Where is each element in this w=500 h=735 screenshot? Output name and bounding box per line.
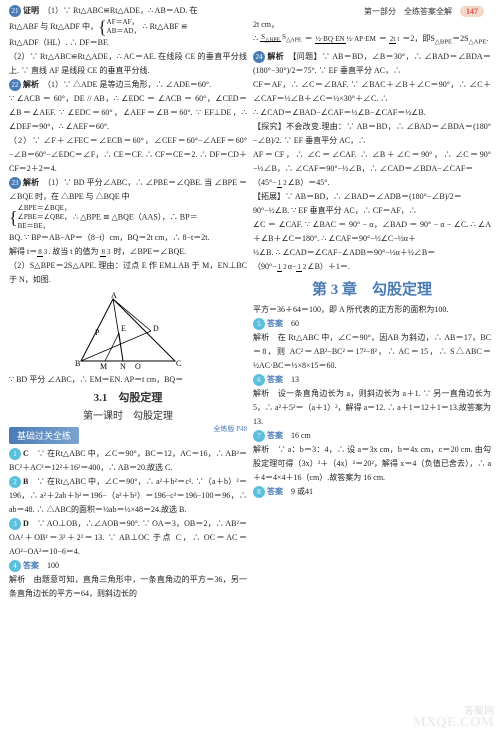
triangle-diagram: A B C D E M N P Q: [9, 291, 247, 369]
q21-t1: （1）∵ Rt△ABC≌Rt△ADE，∴ AB＝AD. 在: [47, 6, 197, 15]
watermark-main: MXQE.COM: [413, 715, 494, 731]
q7: 7答案 16 cm: [253, 429, 491, 443]
q23-t3: BQ. ∵ BP＝AB−AP＝（8−t）cm，BQ＝2t cm，∴ 8−t＝2t…: [9, 231, 247, 245]
q4-text: 解析 由题意可知，直角三角形中，一条直角边的平方＝36，另一条直角边长的平方＝6…: [9, 573, 247, 601]
svg-text:E: E: [121, 324, 126, 333]
q23-t5: （2）S△BPE＝2S△APE. 理由：过点 E 作 EM⊥AB 于 M，EN⊥…: [9, 259, 247, 287]
q8: 8答案 9 或41: [253, 485, 491, 499]
cont-t2: ∴ S△BPES△APE ＝ ½·BQ·EN½·AP·EM ＝ 2tt ＝2，即…: [253, 32, 491, 50]
q1: 1C ∵ 在Rt△ABC 中，∠C＝90°，BC＝12，AC＝16，∴ AB²＝…: [9, 447, 247, 475]
q24-t6: （45°−12∠B）＝45°.: [253, 176, 491, 190]
q6: 6答案 13: [253, 373, 491, 387]
q21-t2: Rt△ABF 与 Rt△ADF 中，{AF＝AF，AB＝AD， ∴ Rt△ABF…: [9, 18, 247, 36]
bar-label: 基础过关全练: [9, 427, 79, 444]
q23-t1: （1）∵ BD 平分∠ABC，∴ ∠PBE＝∠QBE. 当 ∠BPE ＝ ∠BQ…: [9, 178, 247, 201]
left-column: 21证明 （1）∵ Rt△ABC≌Rt△ADE，∴ AB＝AD. 在 Rt△AB…: [6, 4, 250, 731]
q23-t6: ∵ BD 平分 ∠ABC，∴ EM＝EN. AP＝t cm，BQ＝: [9, 373, 247, 387]
q23-block: 23解析 （1）∵ BD 平分∠ABC，∴ ∠PBE＝∠QBE. 当 ∠BPE …: [9, 176, 247, 204]
chapter-title: 第 3 章 勾股定理: [253, 278, 491, 299]
svg-text:Q: Q: [135, 362, 141, 369]
q5: 5答案 60: [253, 317, 491, 331]
q24-t4: 【探究】不会改变.理由：∵ AB＝BD，∴ ∠BAD＝∠BDA＝(180°−∠B…: [253, 120, 491, 148]
q24-t9: ∠C ＝ ∠CAF. ∵ ∠BAC ＝ 90° − α，∠BAD ＝ 90° −…: [253, 218, 491, 246]
q22-t3: （2）∵ ∠F＋∠FEC＝∠ECB＝60°，∠CEF＝60°−∠AEF＝60°−…: [9, 134, 247, 176]
q21-t4: Rt△ADF（HL）. ∴ DF＝BF.: [9, 36, 247, 50]
page-header: 第一部分 全练答案全解 147: [364, 6, 484, 17]
q5-text: 解析 在 Rt△ABC 中，∠C＝90°，因AB 为斜边，∴ AB＝17，BC＝…: [253, 331, 491, 373]
svg-text:B: B: [75, 359, 80, 368]
q4r: 平方＝36＋64＝100，即 A 所代表的正方形的面积为100.: [253, 303, 491, 317]
q24-t2: CF＝AF，∴ ∠C＝∠BAF. ∵ ∠BAC＋∠B＋∠C＝90°，∴ ∠C＋∠…: [253, 78, 491, 106]
cont-t1: 2t cm，: [253, 18, 491, 32]
q3: 3D ∵ AO⊥OB，∴∠AOB＝90°. ∵ OA＝3，OB＝2，∴ AB²＝…: [9, 517, 247, 559]
q7-text: 解析 ∵ a：b＝3：4，∴ 设 a＝3x cm，b＝4x cm，c＝20 cm…: [253, 443, 491, 485]
q22-block: 22解析 （1）∵ △ADE 是等边三角形，∴ ∠ADE＝60°.: [9, 78, 247, 92]
section-title: 3.1 勾股定理: [9, 389, 247, 405]
svg-text:C: C: [176, 359, 181, 368]
q24-num: 24: [253, 51, 265, 63]
q24-t5: AF＝CF，∴ ∠C＝∠CAF. ∴ ∠B＋∠C＝90°，∴ ∠C＝90°−½∠…: [253, 148, 491, 176]
q22-num: 22: [9, 79, 21, 91]
q21-t5: （2）∵ Rt△ABC≌Rt△ADE，∴ AC＝AE. 在线段 CE 的垂直平分…: [9, 50, 247, 78]
page-ref: 全练版 P48: [213, 424, 247, 434]
svg-text:A: A: [111, 291, 117, 300]
q24-label: 解析: [267, 52, 284, 61]
q6-text: 解析 设一条直角边长为 a，则斜边长为 a＋1. ∵ 另一直角边长为 5，∴ a…: [253, 387, 491, 429]
q21-label: 证明: [23, 6, 39, 15]
q22-t1: （1）∵ △ADE 是等边三角形，∴ ∠ADE＝60°.: [47, 80, 211, 89]
q24-t8: 90°−½∠B. ∵ EF 垂直平分 AC，∴ CF＝AF，∴: [253, 204, 491, 218]
q22-t2: ∵ ∠ACB ＝ 60°，DE // AB，∴ ∠EDC ＝ ∠ACB ＝ 60…: [9, 92, 247, 134]
sub-title: 第一课时 勾股定理: [9, 407, 247, 422]
q21-num: 21: [9, 5, 21, 17]
q24-t10: ½∠B. ∴ ∠CAD＝∠CAF−∠ADB＝90°−½α＋½∠B＝: [253, 246, 491, 260]
q21-block: 21证明 （1）∵ Rt△ABC≌Rt△ADE，∴ AB＝AD. 在: [9, 4, 247, 18]
q2: 2B ∵ 在Rt△ABC 中，∠C＝90°，∴ a²＋b²＝c². ∵（a＋b）…: [9, 475, 247, 517]
right-column: 第一部分 全练答案全解 147 2t cm， ∴ S△BPES△APE ＝ ½·…: [250, 4, 494, 731]
q23-label: 解析: [23, 178, 39, 187]
q24-block: 24解析 【问题】∵ AB＝BD，∠B＝30°，∴ ∠BAD＝∠BDA＝(180…: [253, 50, 491, 78]
svg-text:D: D: [153, 324, 159, 333]
q4: 4答案 100: [9, 559, 247, 573]
q23-num: 23: [9, 177, 21, 189]
bar-row: 基础过关全练 全练版 P48: [9, 424, 247, 447]
q24-t3: ∴ ∠CAD＝∠BAD−∠CAF＝½∠B−∠CAF＝½∠B.: [253, 106, 491, 120]
q24-t11: （90°−12α−12∠B）＋1＝.: [253, 260, 491, 274]
q24-t7: 【拓展】∵ AB＝BD，∴ ∠BAD＝∠ADB＝(180°−∠B)/2＝: [253, 190, 491, 204]
svg-text:M: M: [100, 362, 107, 369]
svg-text:P: P: [95, 328, 100, 337]
q23-brace: {∠BPE＝∠BQE，∠PBE＝∠QBE，BE＝BE， ∴ △BPE ≌ △BQ…: [9, 204, 247, 231]
svg-text:N: N: [120, 362, 126, 369]
q23-t4: 解得 t＝83. 故当 t 的值为 83 时，∠BPE＝∠BQE.: [9, 245, 247, 259]
q22-label: 解析: [23, 80, 39, 89]
